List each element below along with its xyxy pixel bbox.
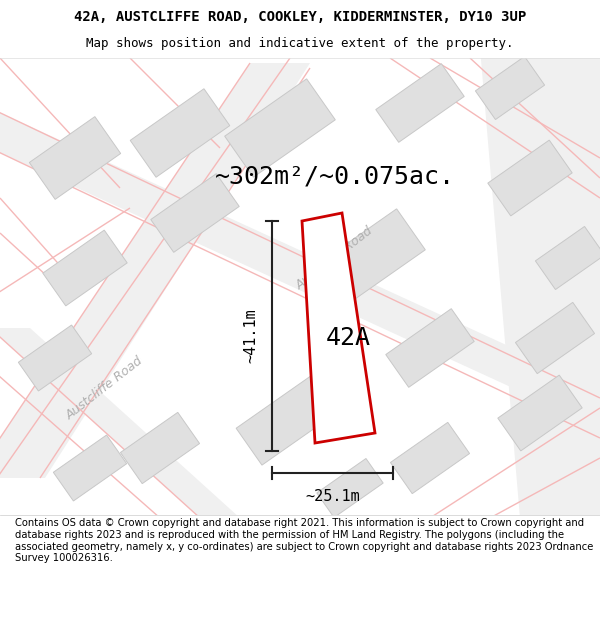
Polygon shape bbox=[53, 435, 127, 501]
Text: ~41.1m: ~41.1m bbox=[243, 309, 258, 363]
Polygon shape bbox=[498, 375, 582, 451]
Polygon shape bbox=[376, 64, 464, 142]
Polygon shape bbox=[121, 412, 200, 484]
Text: 42A: 42A bbox=[325, 326, 371, 350]
Polygon shape bbox=[515, 302, 595, 374]
Text: Austcliffe Road: Austcliffe Road bbox=[294, 224, 376, 292]
Text: Contains OS data © Crown copyright and database right 2021. This information is : Contains OS data © Crown copyright and d… bbox=[15, 518, 593, 563]
Polygon shape bbox=[43, 230, 127, 306]
Polygon shape bbox=[315, 209, 425, 307]
Polygon shape bbox=[386, 309, 474, 388]
Polygon shape bbox=[19, 325, 92, 391]
Polygon shape bbox=[488, 140, 572, 216]
Polygon shape bbox=[130, 89, 230, 177]
Polygon shape bbox=[225, 79, 335, 177]
Polygon shape bbox=[0, 328, 240, 518]
Text: Austcliffe Road: Austcliffe Road bbox=[64, 354, 146, 422]
Text: ~25.1m: ~25.1m bbox=[305, 489, 360, 504]
Text: ~302m²/~0.075ac.: ~302m²/~0.075ac. bbox=[215, 164, 455, 188]
Polygon shape bbox=[391, 422, 470, 494]
Polygon shape bbox=[302, 213, 375, 443]
Polygon shape bbox=[535, 226, 600, 289]
Polygon shape bbox=[151, 174, 239, 253]
Polygon shape bbox=[0, 108, 600, 428]
Polygon shape bbox=[480, 48, 600, 518]
Text: Map shows position and indicative extent of the property.: Map shows position and indicative extent… bbox=[86, 37, 514, 50]
Polygon shape bbox=[236, 371, 344, 465]
Text: 42A, AUSTCLIFFE ROAD, COOKLEY, KIDDERMINSTER, DY10 3UP: 42A, AUSTCLIFFE ROAD, COOKLEY, KIDDERMIN… bbox=[74, 11, 526, 24]
Polygon shape bbox=[0, 63, 310, 478]
Polygon shape bbox=[29, 117, 121, 199]
Polygon shape bbox=[475, 56, 545, 119]
Polygon shape bbox=[317, 459, 383, 518]
